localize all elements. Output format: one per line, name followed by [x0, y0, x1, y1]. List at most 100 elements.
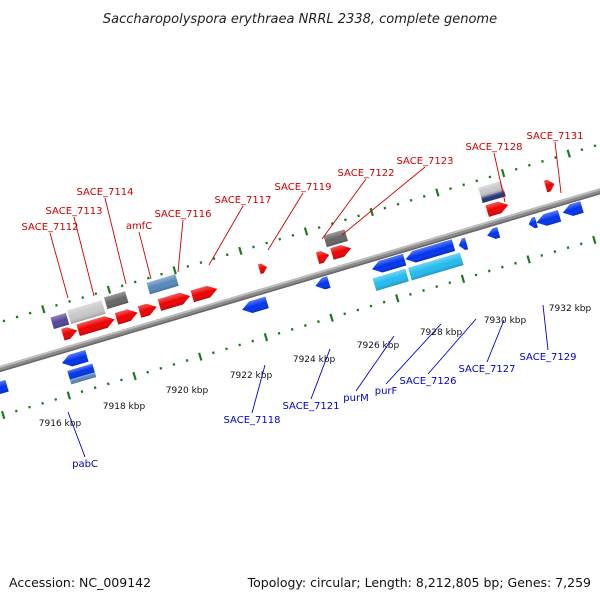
forward-tick — [449, 187, 452, 191]
reverse-gene-label: SACE_7129 — [520, 352, 577, 363]
forward-tick — [186, 264, 190, 268]
forward-tick-track — [2, 144, 597, 323]
reverse-tick-track — [1, 235, 597, 420]
reverse-tick — [579, 242, 583, 246]
reverse-gene-label: SACE_7127 — [459, 364, 516, 375]
forward-gene-label: SACE_7128 — [466, 142, 523, 153]
reverse-tick — [435, 285, 439, 289]
forward-tick — [409, 198, 413, 202]
reverse-tick — [28, 405, 31, 409]
forward-tick — [422, 194, 426, 198]
scale-label: 7924 kbp — [293, 355, 336, 365]
reverse-tick — [329, 313, 334, 322]
reverse-gene-label: purM — [343, 393, 368, 404]
reverse-tick — [211, 351, 215, 355]
forward-label-leader — [49, 232, 69, 299]
reverse-tick — [41, 401, 44, 405]
forward-tick — [265, 241, 269, 245]
reverse-tick — [369, 304, 373, 308]
reverse-tick — [526, 255, 531, 264]
forward-gene-arrow — [257, 263, 268, 275]
forward-label-leader — [321, 178, 367, 240]
forward-label-leader — [104, 197, 127, 285]
reverse-label-leader — [385, 323, 442, 385]
scale-label: 7932 kbp — [549, 304, 592, 314]
reverse-gene-arrow — [458, 237, 469, 250]
reverse-tick — [409, 292, 412, 296]
reverse-tick — [303, 324, 307, 327]
forward-tick — [475, 179, 479, 183]
reverse-tick — [317, 320, 320, 324]
forward-gene-arrow — [137, 303, 157, 318]
reverse-tick — [185, 359, 189, 362]
forward-gene-label: SACE_7123 — [397, 156, 454, 167]
forward-tick — [120, 284, 124, 288]
reverse-tick — [263, 333, 269, 342]
reverse-tick — [553, 250, 557, 254]
forward-tick — [527, 163, 531, 167]
forward-tick — [172, 266, 177, 275]
scale-label: 7926 kbp — [357, 341, 400, 351]
reverse-tick — [343, 312, 347, 316]
reverse-label-leader — [67, 411, 86, 458]
forward-tick — [303, 227, 309, 236]
forward-gene-arrow — [0, 337, 1, 352]
forward-gene-arrow — [543, 179, 555, 193]
forward-label-leader — [138, 231, 152, 280]
reverse-tick — [225, 347, 228, 351]
forward-gene-label: SACE_7116 — [155, 209, 212, 220]
reverse-tick — [566, 246, 570, 250]
scale-label: 7916 kbp — [39, 419, 82, 429]
forward-tick — [396, 202, 400, 206]
reverse-tick — [422, 289, 425, 292]
forward-label-leader — [73, 216, 95, 297]
forward-tick — [28, 311, 32, 315]
forward-tick — [199, 261, 203, 265]
scale-label: 7918 kbp — [103, 402, 146, 412]
forward-gene-label: SACE_7114 — [77, 187, 134, 198]
forward-tick — [133, 280, 137, 284]
genome-backbone — [0, 175, 600, 381]
forward-tick — [94, 292, 98, 296]
reverse-gene-label: pabC — [72, 459, 98, 470]
forward-tick — [566, 149, 571, 158]
map-title: Saccharopolyspora erythraea NRRL 2338, c… — [103, 12, 497, 27]
reverse-gene-label: SACE_7118 — [224, 415, 281, 426]
reverse-gene-label: SACE_7126 — [400, 376, 457, 387]
scale-labels: 7916 kbp 7918 kbp 7920 kbp 7922 kbp 7924 kbp… — [39, 304, 592, 429]
forward-tick — [81, 296, 85, 300]
reverse-tick — [500, 265, 504, 269]
forward-tick — [462, 183, 466, 187]
genome-summary-text: Topology: circular; Length: 8,212,805 bp… — [247, 575, 591, 590]
forward-label-leader — [208, 205, 244, 266]
reverse-tick — [382, 300, 386, 304]
reverse-tick — [54, 397, 58, 401]
reverse-tick — [460, 274, 466, 283]
forward-tick — [488, 175, 492, 179]
forward-gene-label: SACE_7112 — [22, 222, 79, 233]
forward-tick — [278, 237, 282, 241]
reverse-tick — [93, 386, 97, 390]
forward-label-leader — [177, 219, 184, 273]
forward-gene-arrow — [61, 327, 78, 341]
reverse-feature-box — [372, 268, 409, 291]
forward-feature-box — [50, 313, 70, 330]
forward-tick — [15, 315, 19, 319]
reverse-gene-label: SACE_7121 — [283, 401, 340, 412]
reverse-label-leader — [251, 364, 266, 414]
reverse-tick — [172, 362, 176, 366]
forward-tick — [238, 246, 243, 256]
reverse-tick — [487, 269, 491, 273]
reverse-gene-arrow — [528, 216, 538, 229]
reverse-tick — [448, 281, 452, 285]
accession-text: Accession: NC_009142 — [9, 575, 151, 590]
forward-gene-label: amfC — [126, 221, 152, 232]
reverse-label-leader — [486, 319, 505, 363]
forward-feature-box — [103, 291, 129, 310]
forward-feature-box — [146, 274, 179, 295]
reverse-tick — [277, 331, 281, 335]
forward-label-leader — [493, 152, 506, 203]
reverse-tick — [1, 410, 6, 420]
reverse-tick — [592, 235, 597, 245]
reverse-label-leader — [355, 335, 395, 392]
